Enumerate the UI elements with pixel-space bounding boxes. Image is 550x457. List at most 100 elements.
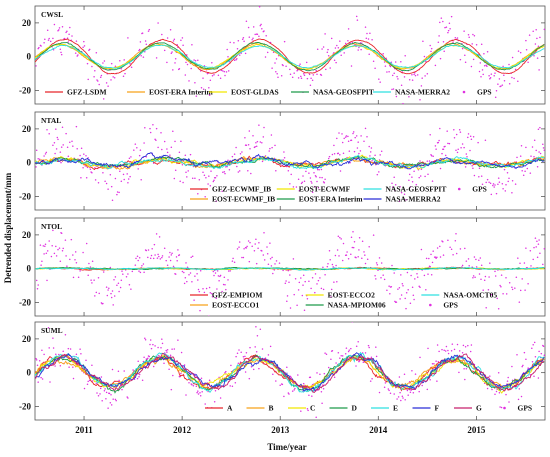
- gps-point: [238, 170, 241, 172]
- gps-point: [350, 347, 352, 350]
- gps-point: [471, 266, 473, 268]
- gps-point: [311, 395, 313, 397]
- gps-point: [155, 233, 158, 235]
- gps-point: [303, 309, 306, 312]
- gps-point: [337, 46, 340, 49]
- legend: GFZ-EMPIOM EOST-ECCO2 NASA-OMCT05 EOST-ECCO…: [190, 291, 497, 310]
- gps-point: [490, 193, 493, 196]
- gps-point: [83, 40, 85, 43]
- gps-point: [323, 182, 326, 184]
- gps-point: [357, 141, 359, 143]
- legend-item: A: [205, 404, 233, 413]
- legend-item: G: [454, 404, 482, 413]
- gps-point: [104, 180, 106, 182]
- gps-point: [191, 384, 193, 386]
- gps-point: [436, 247, 439, 249]
- gps-point: [38, 46, 40, 49]
- gps-point: [380, 276, 382, 279]
- gps-point: [469, 350, 472, 353]
- gps-point: [82, 251, 84, 254]
- gps-point: [54, 152, 56, 155]
- gps-point: [158, 236, 161, 238]
- gps-point: [185, 171, 187, 173]
- gps-point: [59, 365, 62, 367]
- gps-point: [419, 356, 421, 359]
- gps-point: [375, 346, 377, 348]
- gps-point: [508, 63, 510, 66]
- gps-point: [300, 410, 302, 412]
- gps-point: [435, 148, 437, 150]
- gps-point: [74, 52, 77, 54]
- gps-point: [393, 393, 395, 395]
- gps-point: [467, 258, 470, 260]
- gps-point: [357, 341, 359, 343]
- gps-point: [261, 28, 263, 30]
- gps-point: [464, 247, 466, 250]
- gps-point: [483, 279, 486, 282]
- gps-point: [66, 37, 69, 39]
- gps-point: [169, 29, 172, 31]
- gps-point: [464, 346, 467, 348]
- gps-point: [332, 266, 334, 268]
- gps-point: [154, 345, 156, 347]
- gps-point: [144, 40, 147, 42]
- gps-point: [115, 399, 117, 402]
- gps-point: [222, 70, 224, 72]
- gps-point: [108, 392, 111, 395]
- gps-point: [340, 354, 342, 357]
- gps-point: [363, 140, 365, 143]
- gps-point: [109, 174, 112, 176]
- gps-point: [254, 243, 256, 245]
- gps-point: [248, 130, 251, 132]
- gps-point: [262, 254, 265, 256]
- gps-point: [166, 348, 169, 351]
- gps-point: [382, 274, 384, 276]
- gps-point: [122, 173, 125, 176]
- gps-point: [324, 178, 326, 180]
- gps-point: [488, 181, 490, 183]
- gps-point: [295, 186, 298, 188]
- gps-point: [274, 62, 276, 64]
- gps-point: [368, 245, 370, 248]
- gps-point: [160, 131, 162, 134]
- gps-point: [458, 371, 460, 374]
- panel-frame: [34, 5, 546, 105]
- gps-point: [318, 169, 320, 171]
- legend-label: EOST-ECWMF: [299, 185, 351, 194]
- gps-point: [290, 173, 292, 176]
- gps-point: [91, 364, 93, 367]
- gps-point: [147, 357, 149, 360]
- gps-point: [136, 377, 139, 380]
- gps-point: [339, 170, 342, 172]
- gps-point: [421, 384, 423, 387]
- gps-point: [472, 136, 475, 138]
- gps-point: [465, 153, 468, 155]
- legend-item: GPS: [457, 185, 487, 194]
- gps-point: [469, 135, 472, 138]
- gps-point: [478, 273, 481, 275]
- gps-point: [355, 256, 357, 259]
- gps-point: [50, 255, 53, 258]
- gps-point: [180, 351, 183, 354]
- gps-point: [263, 259, 266, 261]
- gps-point: [353, 150, 356, 153]
- gps-point: [317, 279, 320, 282]
- y-tick-label: 0: [27, 52, 32, 62]
- gps-point: [96, 79, 98, 81]
- gps-point: [297, 374, 299, 376]
- gps-point: [388, 389, 390, 392]
- gps-point: [151, 248, 153, 250]
- gps-point: [409, 302, 412, 304]
- gps-point: [502, 293, 504, 295]
- legend-marker: [462, 90, 466, 94]
- gps-point: [161, 342, 164, 345]
- gps-point: [511, 288, 514, 291]
- gps-point: [65, 132, 67, 135]
- gps-point: [172, 40, 175, 42]
- gps-point: [411, 181, 414, 183]
- gps-point: [89, 168, 92, 170]
- gps-point: [63, 37, 66, 40]
- gps-point: [289, 307, 292, 309]
- gps-point: [271, 256, 273, 259]
- gps-point: [492, 183, 495, 185]
